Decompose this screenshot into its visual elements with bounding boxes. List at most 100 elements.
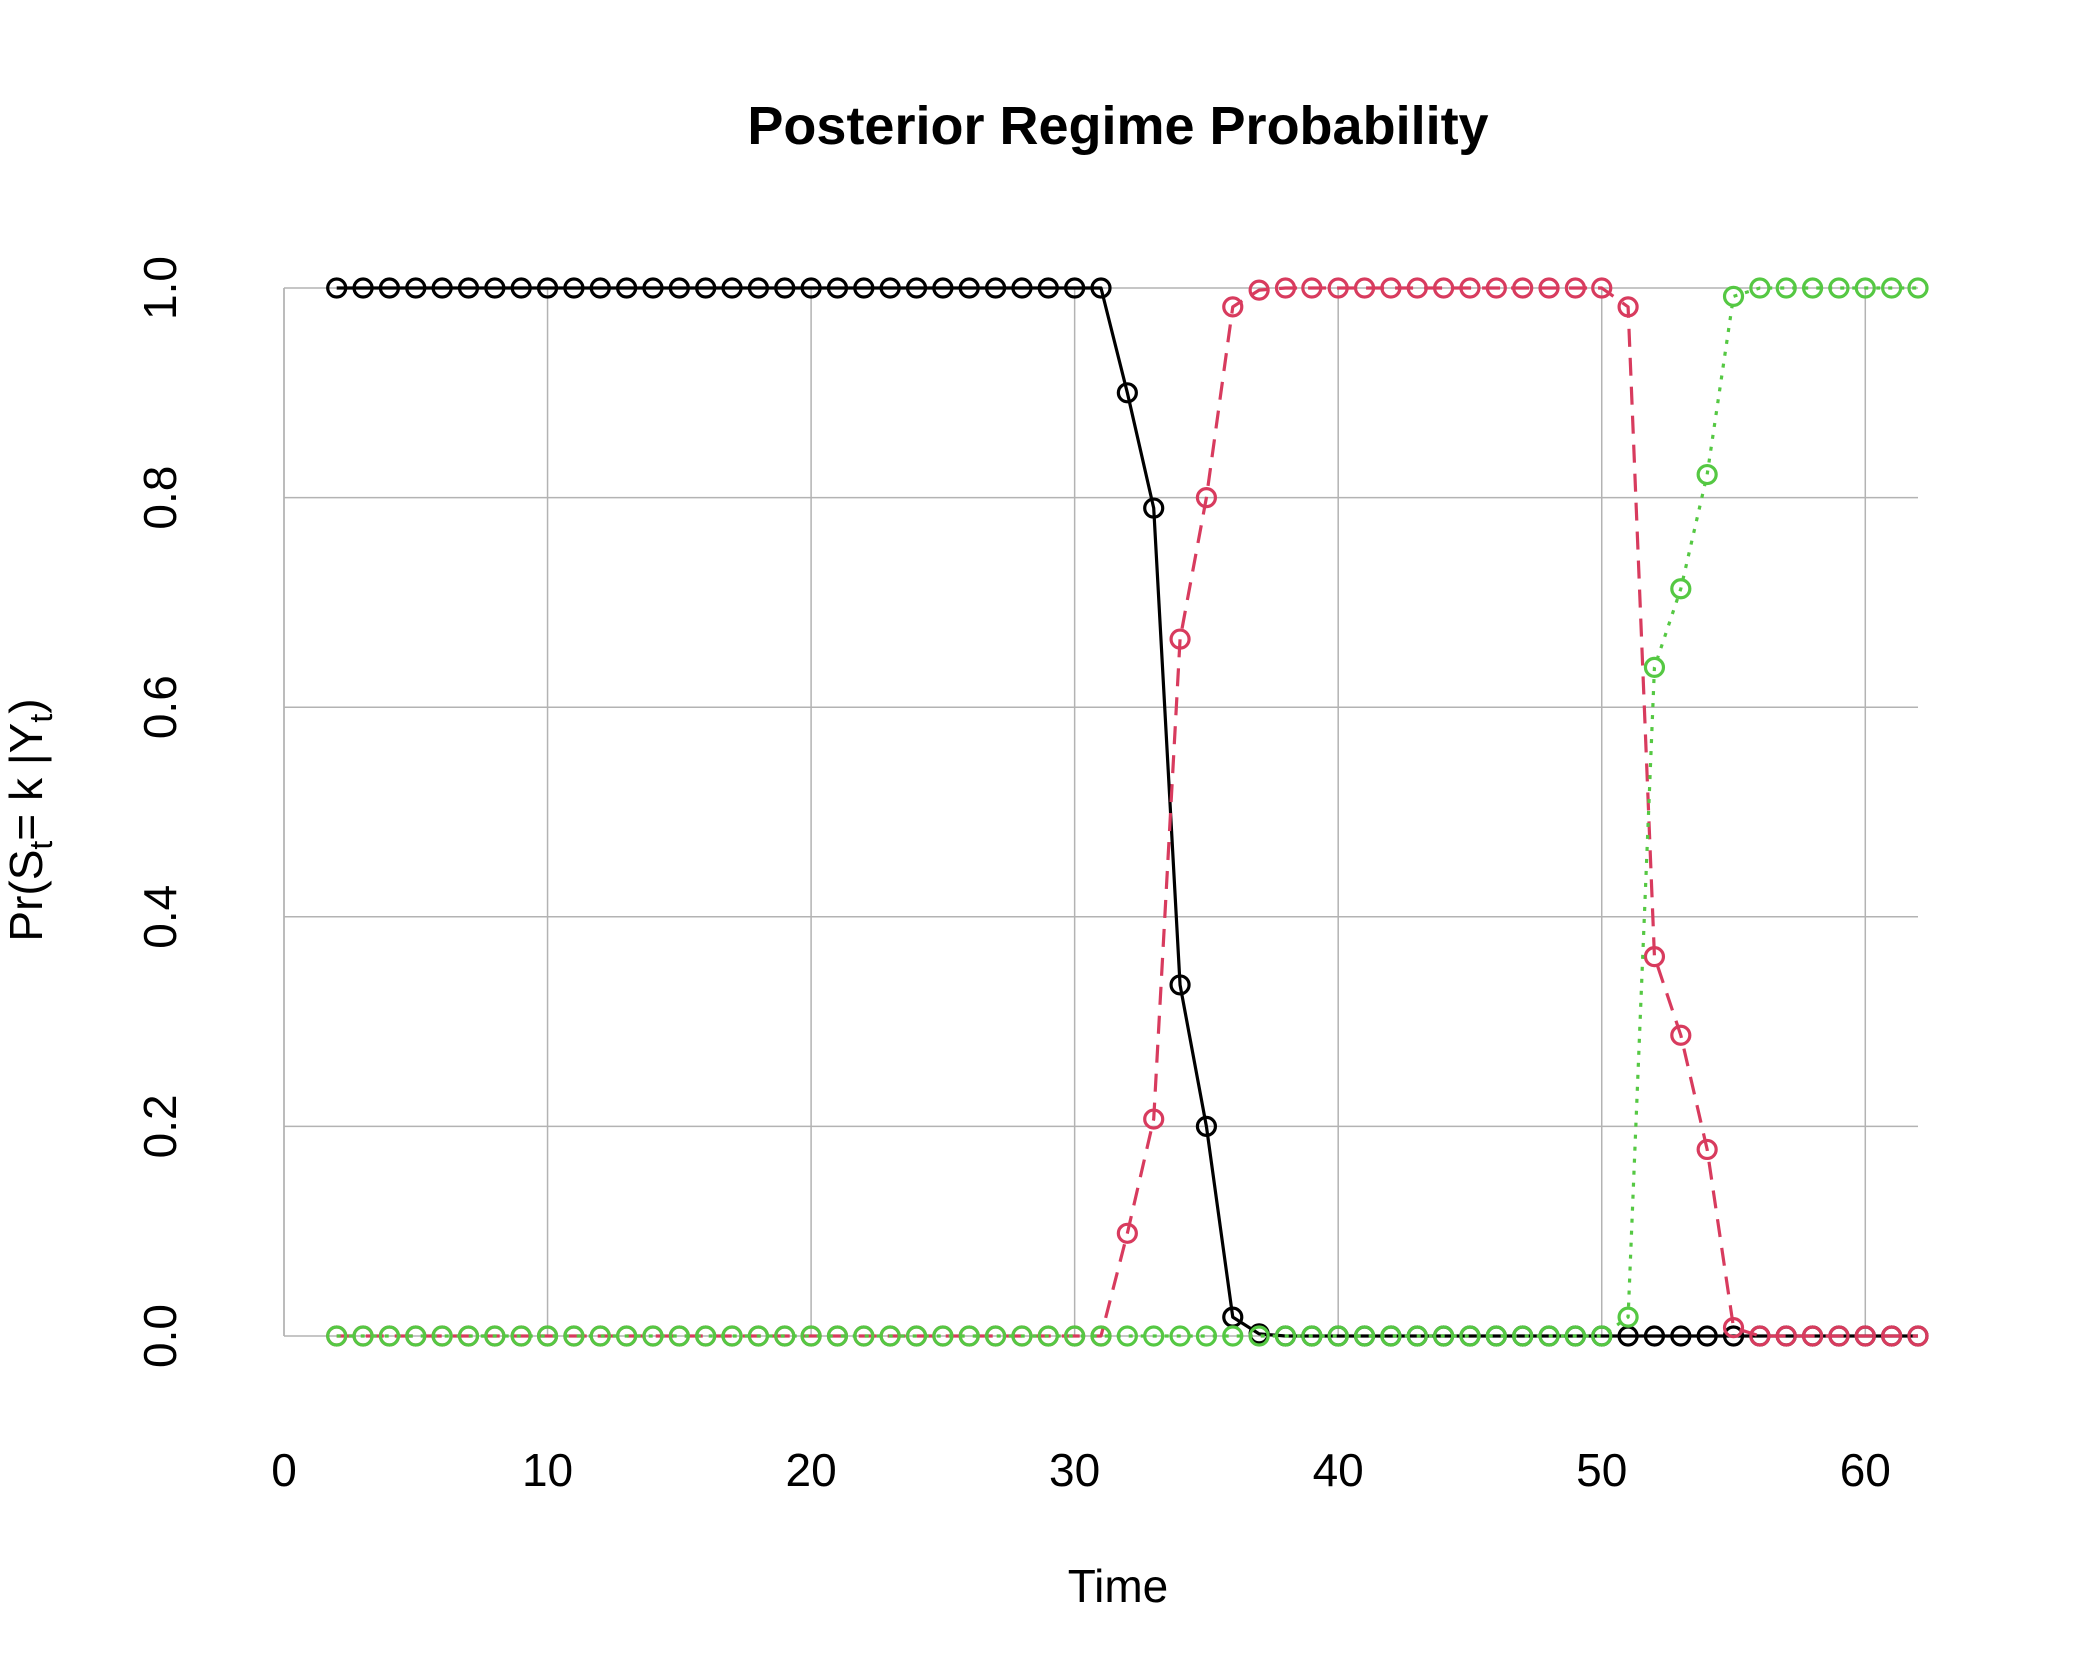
series-3-point (1406, 1325, 1428, 1347)
chart-title: Posterior Regime Probability (747, 96, 1488, 156)
series-3-point (431, 1325, 453, 1347)
series-3-point (1459, 1325, 1481, 1347)
x-tick-label: 20 (786, 1444, 837, 1496)
series-1-point (1064, 277, 1086, 299)
series-1-point (589, 277, 611, 299)
series-3-point (1512, 1325, 1534, 1347)
series-3-point (853, 1325, 875, 1347)
series-1-point (1643, 1325, 1666, 1347)
series-3-point (326, 1325, 348, 1347)
y-label-suffix: ) (0, 698, 52, 713)
x-axis-label: Time (1068, 1560, 1169, 1612)
series-2-point (1801, 1325, 1824, 1347)
series-2-point (1485, 277, 1507, 299)
series-3-point (616, 1325, 638, 1347)
x-tick-label: 0 (271, 1444, 297, 1496)
series-2-point (1881, 1325, 1903, 1347)
series-2-point (1274, 277, 1297, 299)
series-3-point (1801, 277, 1824, 299)
series-3-point (1037, 1325, 1059, 1347)
series-1-point (1037, 277, 1059, 299)
y-axis-label: Pr(St= k |Yt) (0, 698, 59, 941)
series-3-point (1433, 1325, 1455, 1347)
series-3-point (1195, 1325, 1218, 1347)
series-1-point (747, 277, 769, 299)
series-1-point (695, 277, 717, 299)
y-tick-label: 0.6 (134, 675, 186, 739)
series-2-point (1169, 628, 1191, 650)
series-1-point (879, 277, 901, 299)
y-label-sub1: t (23, 841, 59, 850)
series-1-point (1116, 382, 1138, 404)
series-3-point (1248, 1325, 1270, 1347)
series-3-point (1722, 285, 1745, 307)
series-1-point (1195, 1115, 1218, 1138)
series-1-point (431, 277, 453, 299)
series-2-point (1301, 277, 1323, 299)
series-3-point (1485, 1325, 1507, 1347)
series-3-point (1643, 656, 1666, 678)
series-1-point (1696, 1325, 1718, 1347)
series-1-point (1090, 277, 1112, 299)
series-3-point (1854, 277, 1876, 299)
series-3-point (747, 1325, 769, 1347)
series-3-point (1828, 277, 1850, 299)
series-3-point (1116, 1325, 1138, 1347)
series-1-point (457, 277, 480, 299)
series-2-point (1854, 1325, 1876, 1347)
series-1-point (642, 277, 664, 299)
axes: 0 10 20 30 40 50 60 0.0 0.2 0.4 0.6 0.8 1.0 (134, 256, 1891, 1496)
series-3-point (800, 1325, 822, 1347)
series-2-point (1380, 277, 1402, 299)
series-3-point (695, 1325, 717, 1347)
series-3-point (1907, 277, 1929, 299)
series-1-point (510, 277, 532, 299)
series-2-point (1248, 279, 1270, 301)
series-3-point (1564, 1325, 1586, 1347)
x-tick-label: 60 (1840, 1444, 1891, 1496)
series-3-point (589, 1325, 611, 1347)
series-2-point (1195, 487, 1218, 509)
series-1-point (774, 277, 796, 299)
series-1-line (336, 286, 1918, 1338)
series-3-point (1301, 1325, 1323, 1347)
series-2-point (1907, 1325, 1929, 1347)
series-1-point (1169, 974, 1191, 996)
series-3-point (642, 1325, 664, 1347)
series-2-point (1643, 946, 1666, 968)
series-3-point (879, 1325, 901, 1347)
series-2-point (1512, 277, 1534, 299)
series-2-point (1222, 296, 1244, 318)
series-1-point (958, 277, 980, 299)
series-3-point (457, 1325, 480, 1347)
series-2-point (1116, 1222, 1138, 1244)
series-3-point (1327, 1325, 1349, 1347)
series-3-point (1274, 1325, 1297, 1347)
series-3-point (378, 1325, 401, 1347)
series-3-point (1222, 1325, 1244, 1347)
series-3-point (1617, 1306, 1639, 1328)
series-2-point (1459, 277, 1481, 299)
series-2-point (1143, 1108, 1165, 1130)
y-tick-label: 0.2 (134, 1094, 186, 1158)
series-3-point (1591, 1325, 1613, 1347)
series-1-point (536, 277, 559, 299)
series-1-point (853, 277, 875, 299)
y-tick-label: 0.0 (134, 1304, 186, 1368)
x-tick-label: 50 (1576, 1444, 1627, 1496)
series-1-point (668, 277, 690, 299)
y-label-prefix: Pr(S (0, 850, 52, 942)
series-2-point (1828, 1325, 1850, 1347)
series-3-point (668, 1325, 690, 1347)
series-3-point (1090, 1325, 1112, 1347)
series-3-point (1775, 277, 1797, 299)
series-3-point (1380, 1325, 1402, 1347)
series-1-point (378, 277, 401, 299)
series-3-point (510, 1325, 532, 1347)
series-1-point (563, 277, 585, 299)
series-2-point (1406, 277, 1428, 299)
series-2-point (1696, 1138, 1718, 1161)
series-2-point (1591, 277, 1613, 299)
series-3-point (1670, 578, 1692, 600)
